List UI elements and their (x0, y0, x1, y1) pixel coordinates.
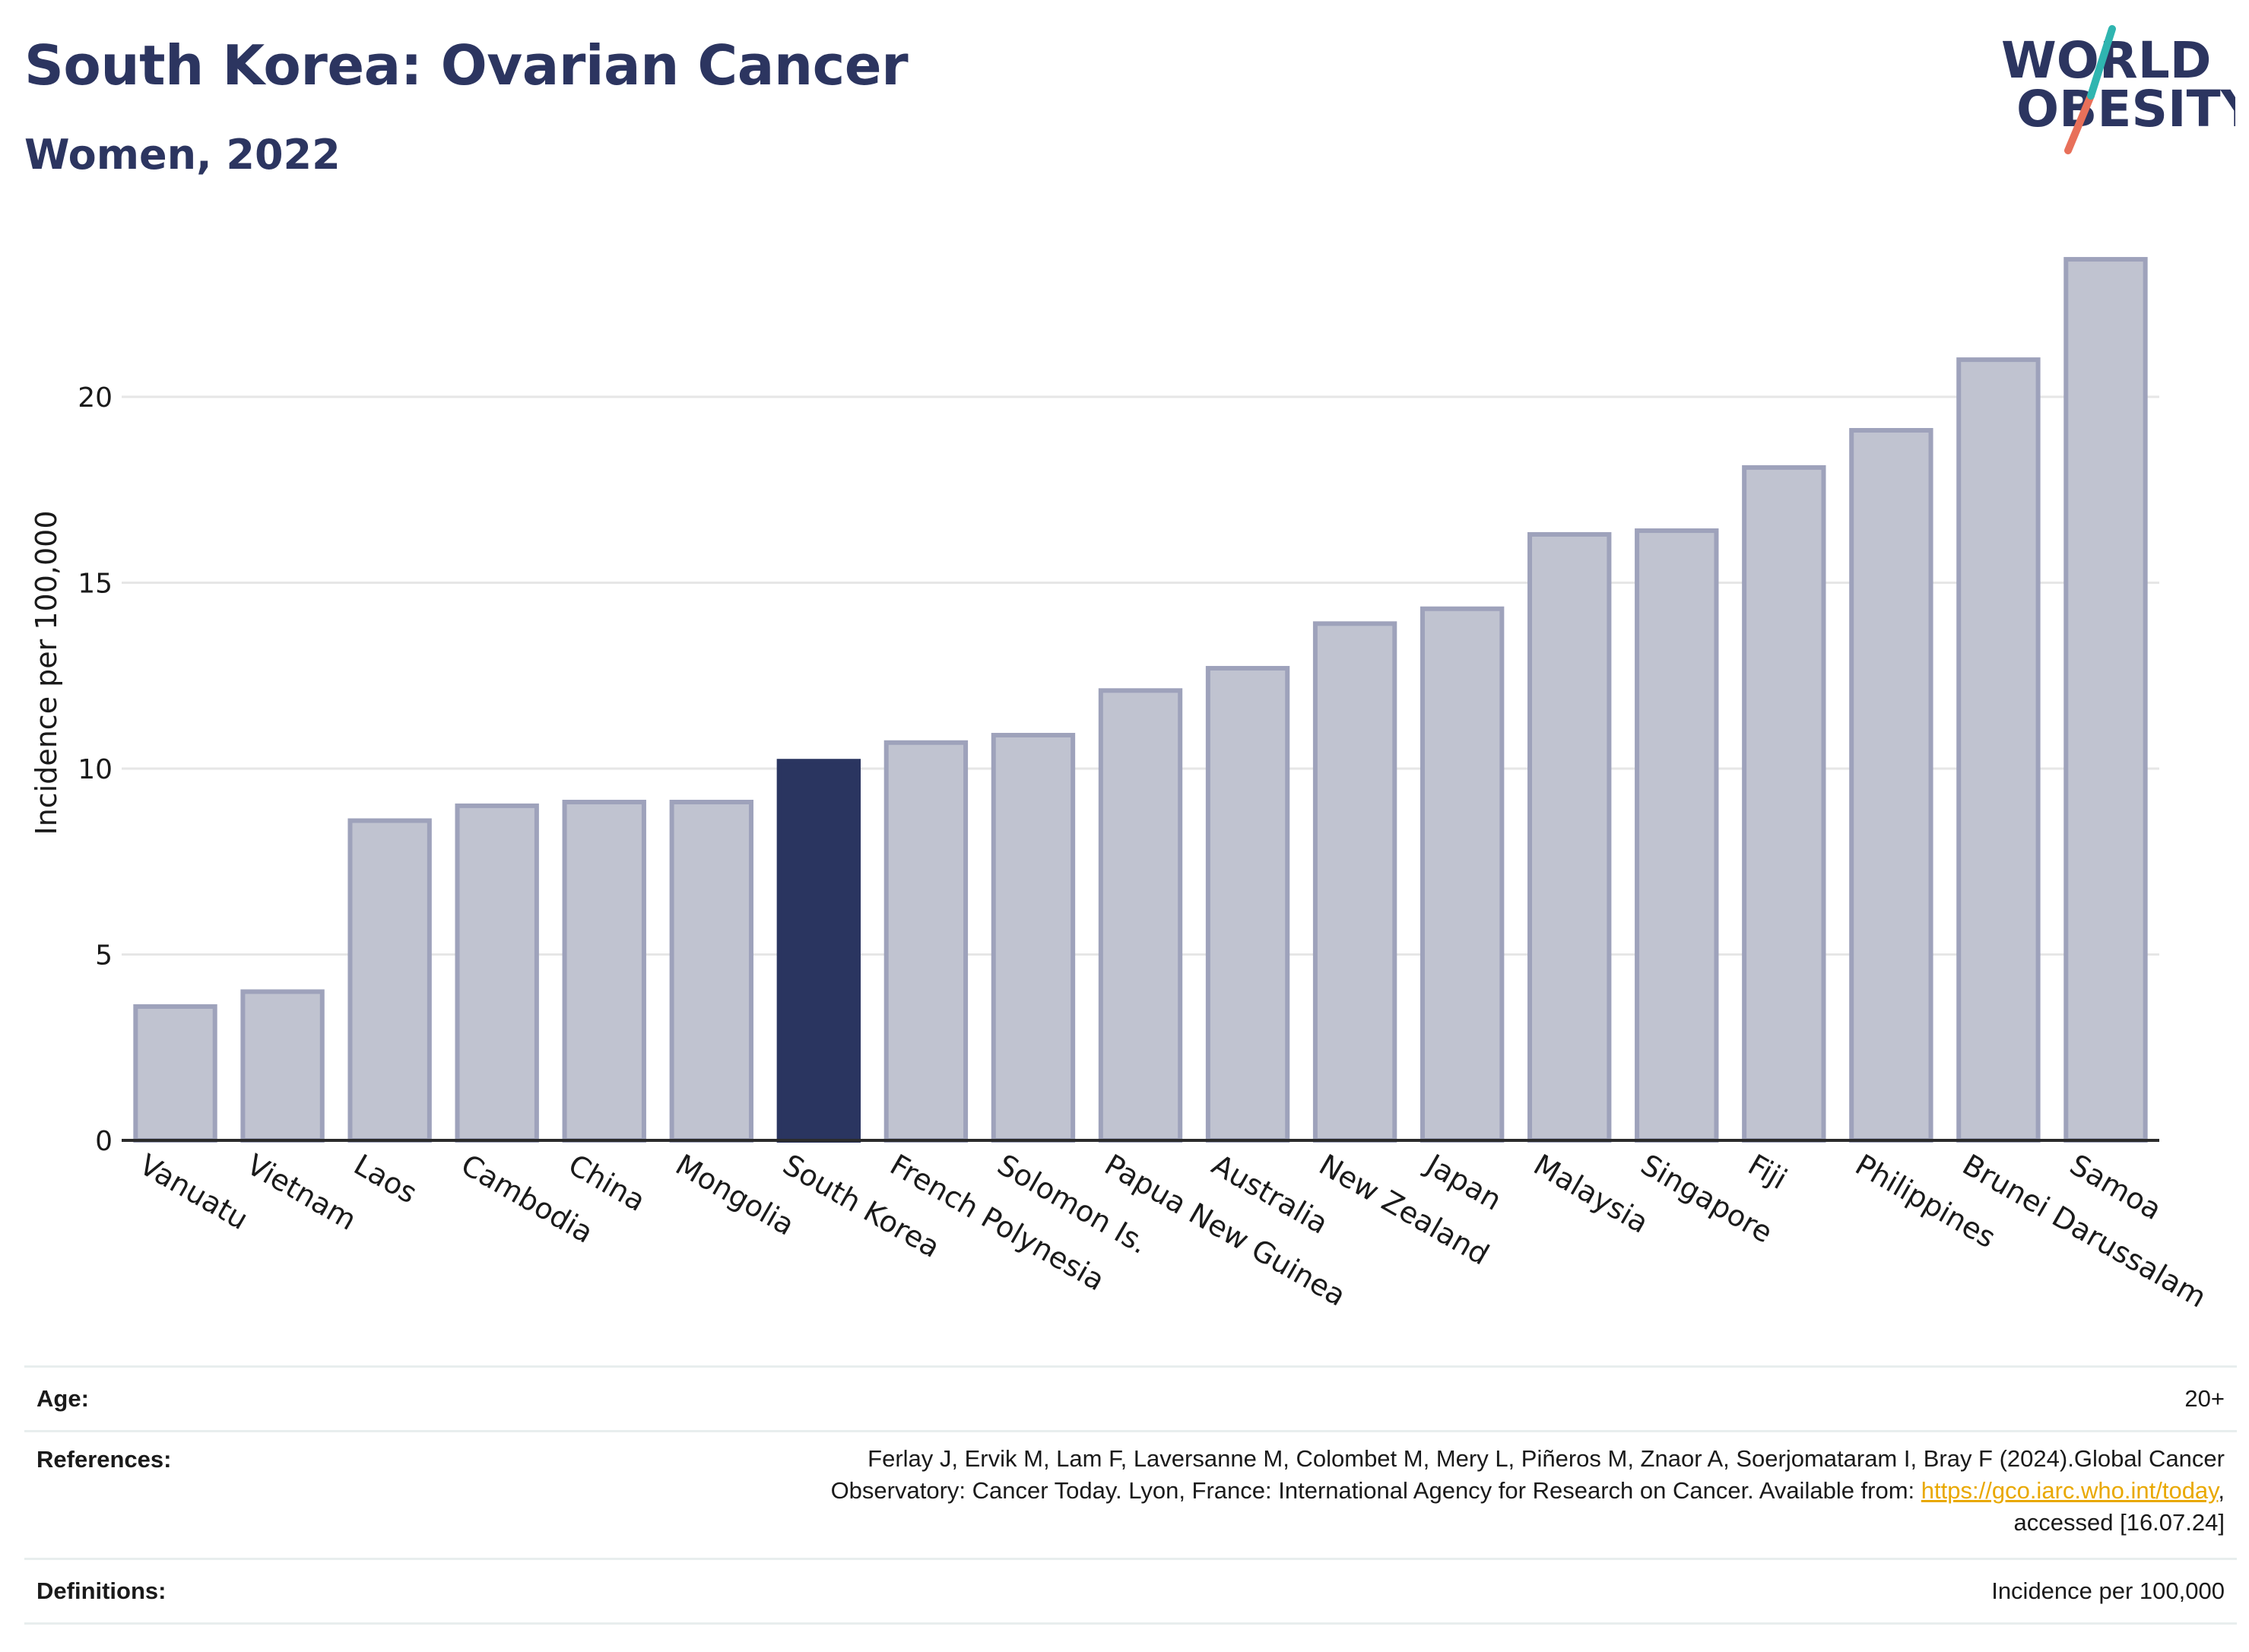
bar-vietnam (240, 989, 325, 1143)
x-tick-label: Vietnam (241, 1148, 362, 1237)
info-row-age: Age: 20+ (24, 1365, 2237, 1430)
references-line-2-text: Observatory: Cancer Today. Lyon, France:… (830, 1477, 1921, 1504)
bar-mongolia (669, 800, 753, 1143)
y-tick-label: 10 (78, 754, 113, 785)
y-tick-label: 5 (95, 940, 113, 972)
info-table: Age: 20+ References: Ferlay J, Ervik M, … (24, 1365, 2237, 1625)
info-row-definitions: Definitions: Incidence per 100,000 (24, 1558, 2237, 1625)
logo-slash-coral (2064, 92, 2095, 154)
bar-fiji (1742, 465, 1826, 1143)
bar-solomon-is- (991, 732, 1076, 1143)
bar-japan (1420, 606, 1505, 1143)
page-title: South Korea: Ovarian Cancer (24, 33, 909, 97)
y-tick-label: 0 (95, 1126, 113, 1157)
age-value: 20+ (2184, 1385, 2225, 1412)
references-value: Ferlay J, Ervik M, Lam F, Laversanne M, … (831, 1443, 2237, 1539)
bar-papua-new-guinea (1098, 688, 1183, 1143)
references-link[interactable]: https://gco.iarc.who.int/today (1921, 1477, 2219, 1504)
x-tick-label: Laos (348, 1148, 423, 1210)
bar-philippines (1849, 428, 1933, 1143)
y-tick-label: 20 (78, 382, 113, 414)
bar-cambodia (455, 803, 539, 1143)
bar-china (562, 800, 646, 1143)
bar-laos (347, 818, 432, 1143)
y-tick-label: 15 (78, 569, 113, 600)
definitions-label: Definitions: (36, 1577, 167, 1604)
references-line-3: accessed [16.07.24] (2013, 1509, 2225, 1536)
bar-new-zealand (1312, 621, 1397, 1143)
info-row-references: References: Ferlay J, Ervik M, Lam F, La… (24, 1430, 2237, 1558)
bar-vanuatu (133, 1004, 217, 1143)
x-tick-label: Fiji (1743, 1148, 1793, 1196)
references-line-2-end: , (2218, 1477, 2225, 1504)
age-label: Age: (36, 1385, 89, 1412)
definitions-value: Incidence per 100,000 (1991, 1577, 2225, 1604)
logo-graphic: WORLD OBESITY (2001, 25, 2249, 154)
x-tick-label: Mongolia (670, 1148, 800, 1242)
logo-line-2: OBESITY (2016, 80, 2235, 138)
x-tick-label: Malaysia (1528, 1148, 1654, 1240)
bar-french-polynesia (883, 740, 969, 1143)
bar-chart: 0 5 10 15 20 Vanuatu Vietnam Laos Cambodia China M… (0, 198, 2249, 1353)
page-subtitle: Women, 2022 (24, 131, 341, 179)
logo-slash-teal (2087, 25, 2116, 100)
bar-samoa (2063, 257, 2148, 1143)
bar-brunei-darussalam (1956, 357, 2041, 1143)
references-label: References: (36, 1446, 172, 1473)
x-tick-label: Vanuatu (134, 1148, 254, 1236)
references-line-1: Ferlay J, Ervik M, Lam F, Laversanne M, … (868, 1445, 2225, 1472)
bar-south-korea (776, 759, 861, 1143)
y-axis-label: Incidence per 100,000 (30, 510, 63, 835)
bar-singapore (1635, 528, 1719, 1143)
references-line-2: Observatory: Cancer Today. Lyon, France:… (831, 1475, 2225, 1507)
bar-australia (1205, 665, 1290, 1143)
world-obesity-logo: WORLD OBESITY (1992, 23, 2249, 160)
bar-malaysia (1527, 531, 1612, 1143)
